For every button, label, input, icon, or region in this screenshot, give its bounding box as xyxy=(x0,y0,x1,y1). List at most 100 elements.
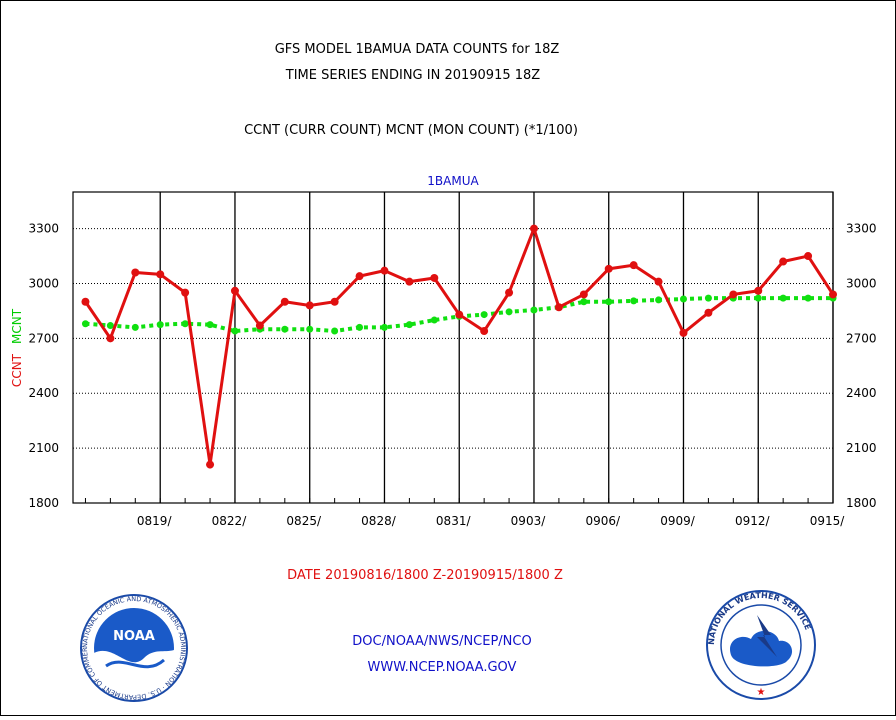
data-point-mcnt xyxy=(231,327,239,335)
data-point-ccnt xyxy=(81,297,90,306)
org-line: DOC/NOAA/NWS/NCEP/NCO xyxy=(352,634,531,649)
data-point-mcnt xyxy=(754,294,762,302)
nws-star-icon: ★ xyxy=(757,687,766,698)
plot-area xyxy=(72,191,834,504)
y-tick-label-right: 3300 xyxy=(846,222,877,236)
noaa-logo-icon: NOAA NATIONAL OCEANIC AND ATMOSPHERIC AD… xyxy=(80,594,188,702)
data-point-mcnt xyxy=(505,308,513,316)
data-point-ccnt xyxy=(430,273,439,282)
data-point-ccnt xyxy=(754,286,763,295)
title-line-2: TIME SERIES ENDING IN 20190915 18Z xyxy=(285,68,541,83)
x-tick-label: 0819/ xyxy=(137,514,173,528)
data-point-ccnt xyxy=(779,257,788,266)
date-range: DATE 20190816/1800 Z-20190915/1800 Z xyxy=(287,568,563,583)
series-layer xyxy=(81,224,837,469)
data-point-mcnt xyxy=(779,294,787,302)
x-tick-label: 0831/ xyxy=(436,514,472,528)
data-point-mcnt xyxy=(530,306,538,314)
y-tick-label-left: 1800 xyxy=(28,496,59,510)
data-point-ccnt xyxy=(280,297,289,306)
x-axis-ticks: 0819/0822/0825/0828/0831/0903/0906/0909/… xyxy=(137,514,845,528)
data-point-mcnt xyxy=(356,323,364,331)
y-tick-label-left: 2100 xyxy=(28,441,59,455)
x-tick-label: 0909/ xyxy=(660,514,696,528)
data-point-ccnt xyxy=(679,328,688,337)
data-point-ccnt xyxy=(505,288,514,297)
data-point-ccnt xyxy=(255,321,264,330)
data-point-ccnt xyxy=(330,297,339,306)
data-point-ccnt xyxy=(629,261,638,270)
data-point-ccnt xyxy=(405,277,414,286)
data-point-ccnt xyxy=(230,286,239,295)
data-point-mcnt xyxy=(804,294,812,302)
y-axis-ticks: 1800 1800 2100 2100 2400 2400 2700 2700 3000 3000… xyxy=(28,222,876,510)
data-point-mcnt xyxy=(630,297,638,305)
plot-title: 1BAMUA xyxy=(427,174,479,188)
y-tick-label-right: 2100 xyxy=(846,441,877,455)
data-point-ccnt xyxy=(305,301,314,310)
grid xyxy=(73,192,834,503)
data-point-mcnt xyxy=(181,320,189,328)
title-line-3: CCNT (CURR COUNT) MCNT (MON COUNT) (*1/1… xyxy=(244,123,578,138)
x-tick-label: 0825/ xyxy=(286,514,322,528)
data-point-ccnt xyxy=(554,303,563,312)
y-tick-label-left: 3300 xyxy=(28,222,59,236)
data-point-ccnt xyxy=(654,277,663,286)
x-tick-label: 0906/ xyxy=(585,514,621,528)
x-tick-label: 0915/ xyxy=(810,514,846,528)
data-point-mcnt xyxy=(405,321,413,329)
data-point-mcnt xyxy=(605,298,613,306)
data-point-mcnt xyxy=(380,323,388,331)
data-point-ccnt xyxy=(380,266,389,275)
y-tick-label-right: 1800 xyxy=(846,496,877,510)
data-point-ccnt xyxy=(804,252,813,261)
x-tick-label: 0828/ xyxy=(361,514,397,528)
data-point-mcnt xyxy=(679,295,687,303)
data-point-mcnt xyxy=(206,321,214,329)
data-point-mcnt xyxy=(106,322,114,330)
y-label-mcnt: MCNT xyxy=(10,308,24,344)
x-tick-label: 0822/ xyxy=(212,514,248,528)
y-tick-label-right: 2400 xyxy=(846,386,877,400)
data-point-ccnt xyxy=(455,310,464,319)
data-point-ccnt xyxy=(729,290,738,299)
x-tick-label: 0903/ xyxy=(511,514,547,528)
data-point-ccnt xyxy=(106,334,115,343)
data-point-ccnt xyxy=(156,270,165,279)
y-tick-label-left: 2400 xyxy=(28,386,59,400)
data-point-mcnt xyxy=(156,321,164,329)
data-point-ccnt xyxy=(604,264,613,273)
data-point-ccnt xyxy=(206,460,215,469)
y-label-ccnt: CCNT xyxy=(10,353,24,387)
data-point-mcnt xyxy=(331,327,339,335)
y-tick-label-right: 3000 xyxy=(846,276,877,290)
data-point-ccnt xyxy=(131,268,140,277)
data-point-ccnt xyxy=(704,308,713,317)
data-point-mcnt xyxy=(655,296,663,304)
data-point-ccnt xyxy=(829,290,837,299)
data-point-ccnt xyxy=(480,327,489,336)
y-axis-label: CCNT MCNT xyxy=(10,308,24,387)
data-point-mcnt xyxy=(306,325,314,333)
data-point-ccnt xyxy=(181,288,190,297)
y-tick-label-left: 3000 xyxy=(28,276,59,290)
data-point-mcnt xyxy=(81,320,89,328)
data-point-ccnt xyxy=(579,290,588,299)
url-line: WWW.NCEP.NOAA.GOV xyxy=(368,660,517,675)
y-tick-label-right: 2700 xyxy=(846,331,877,345)
y-tick-label-left: 2700 xyxy=(28,331,59,345)
title-line-1: GFS MODEL 1BAMUA DATA COUNTS for 18Z xyxy=(275,42,560,57)
data-point-ccnt xyxy=(355,272,364,281)
noaa-logo-text: NOAA xyxy=(113,629,155,644)
nws-logo-icon: NATIONAL WEATHER SERVICE ★ xyxy=(706,590,816,700)
data-point-mcnt xyxy=(704,294,712,302)
data-point-mcnt xyxy=(281,325,289,333)
x-tick-label: 0912/ xyxy=(735,514,771,528)
data-point-ccnt xyxy=(529,224,538,233)
data-point-mcnt xyxy=(430,316,438,324)
data-point-mcnt xyxy=(480,311,488,319)
data-point-mcnt xyxy=(580,298,588,306)
data-point-mcnt xyxy=(131,323,139,331)
